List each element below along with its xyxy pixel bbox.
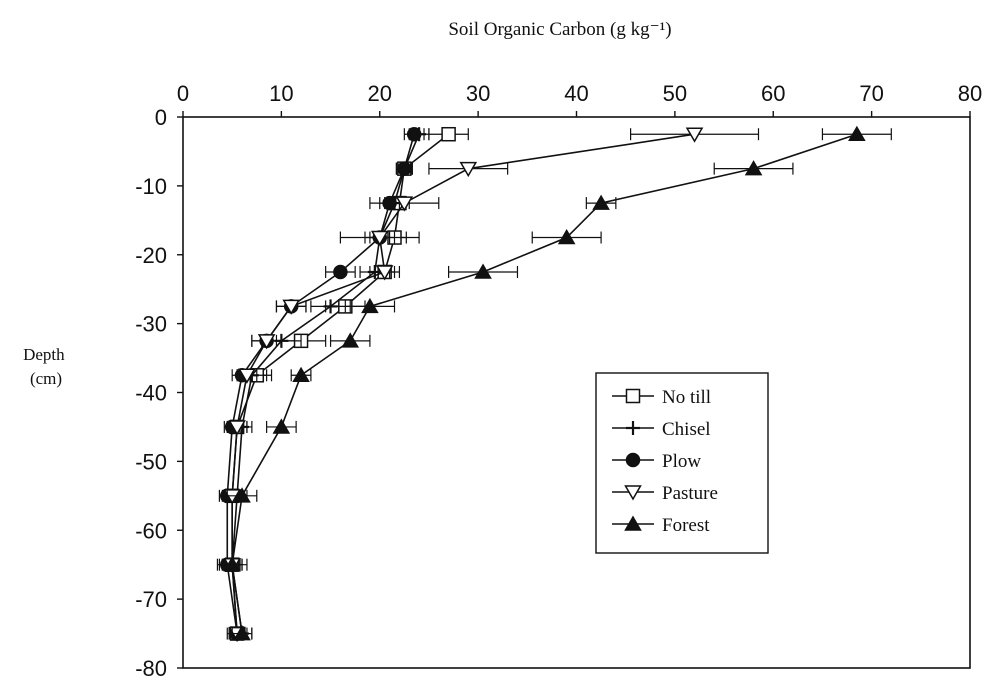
point-plow-4 — [333, 264, 348, 280]
point-chisel-5 — [323, 299, 338, 314]
legend: No till Chisel Plow Pasture Forest — [595, 372, 769, 554]
legend-item-plow: Plow — [612, 451, 701, 472]
x-tick-label-30: 30 — [466, 81, 490, 106]
point-forest-7 — [292, 366, 310, 383]
point-pasture-5 — [282, 299, 301, 315]
point-pasture-1 — [459, 161, 478, 178]
point-pasture-7 — [238, 368, 256, 384]
legend-item-forest: Forest — [612, 515, 710, 536]
legend-item-chisel: Chisel — [612, 419, 711, 440]
point-pasture-6 — [257, 334, 276, 350]
point-forest-0 — [848, 125, 866, 141]
point-forest-1 — [744, 160, 763, 176]
y-tick-label-10: -10 — [135, 174, 167, 199]
y-axis-label-line-1: Depth — [23, 345, 65, 364]
x-axis-ticks: 0 10 20 30 40 50 60 70 80 — [177, 81, 982, 117]
legend-items: No till Chisel Plow Pasture Forest — [612, 387, 718, 536]
legend-label-pasture: Pasture — [662, 483, 718, 504]
y-axis-ticks: 0 -10 -20 -30 -40 -50 -60 -70 -80 — [135, 105, 183, 681]
y-tick-label-20: -20 — [135, 243, 167, 268]
y-tick-label-60: -60 — [135, 518, 167, 543]
legend-box — [595, 372, 769, 554]
plot-area-frame — [182, 116, 971, 669]
point-pasture-8 — [228, 420, 246, 436]
point-forest-9 — [233, 487, 251, 503]
series-line-pasture — [231, 133, 695, 634]
legend-label-plow: Plow — [662, 451, 701, 472]
x-tick-label-40: 40 — [564, 81, 588, 106]
legend-item-pasture: Pasture — [612, 483, 718, 504]
point-forest-11 — [233, 625, 251, 641]
legend-label-no-till: No till — [662, 387, 711, 408]
x-tick-label-0: 0 — [177, 81, 189, 106]
series-no-till — [223, 126, 469, 641]
y-tick-label-30: -30 — [135, 312, 167, 337]
point-forest-2 — [592, 194, 610, 210]
point-forest-4 — [474, 263, 492, 279]
series-layer — [216, 125, 892, 643]
x-tick-label-60: 60 — [761, 81, 785, 106]
point-forest-5 — [361, 297, 379, 314]
chart-title: Soil Organic Carbon (g kg⁻¹) — [448, 19, 671, 40]
legend-label-forest: Forest — [662, 515, 710, 536]
x-tick-label-70: 70 — [859, 81, 883, 106]
y-tick-label-70: -70 — [135, 587, 167, 612]
point-no-till-0 — [441, 126, 456, 142]
y-axis-label-line-2: (cm) — [30, 369, 62, 388]
point-pasture-0 — [685, 127, 704, 143]
point-plow-1 — [397, 161, 412, 176]
series-line-forest — [231, 133, 858, 634]
y-tick-label-40: -40 — [135, 381, 167, 406]
legend-marker-plow — [625, 452, 641, 468]
series-forest — [216, 125, 892, 641]
x-tick-label-80: 80 — [958, 81, 982, 106]
point-pasture-4 — [375, 265, 394, 281]
point-forest-6 — [341, 332, 360, 348]
y-tick-label-50: -50 — [135, 449, 167, 474]
legend-marker-chisel — [626, 421, 640, 435]
point-pasture-2 — [395, 196, 414, 212]
x-tick-label-20: 20 — [368, 81, 392, 106]
legend-marker-no-till — [625, 388, 641, 404]
y-tick-label-80: -80 — [135, 656, 167, 681]
x-tick-label-10: 10 — [269, 81, 293, 106]
point-forest-3 — [557, 229, 576, 245]
legend-marker-forest — [624, 515, 642, 531]
point-plow-0 — [406, 126, 422, 142]
y-tick-label-0: 0 — [155, 105, 167, 130]
point-pasture-3 — [370, 230, 389, 247]
legend-marker-pasture — [624, 485, 642, 501]
series-line-no-till — [231, 133, 450, 634]
y-axis-label: Depth (cm) — [23, 345, 69, 388]
legend-item-no-till: No till — [612, 387, 711, 408]
legend-label-chisel: Chisel — [662, 419, 711, 440]
point-forest-8 — [272, 418, 291, 434]
x-tick-label-50: 50 — [663, 81, 687, 106]
point-forest-10 — [223, 556, 241, 572]
